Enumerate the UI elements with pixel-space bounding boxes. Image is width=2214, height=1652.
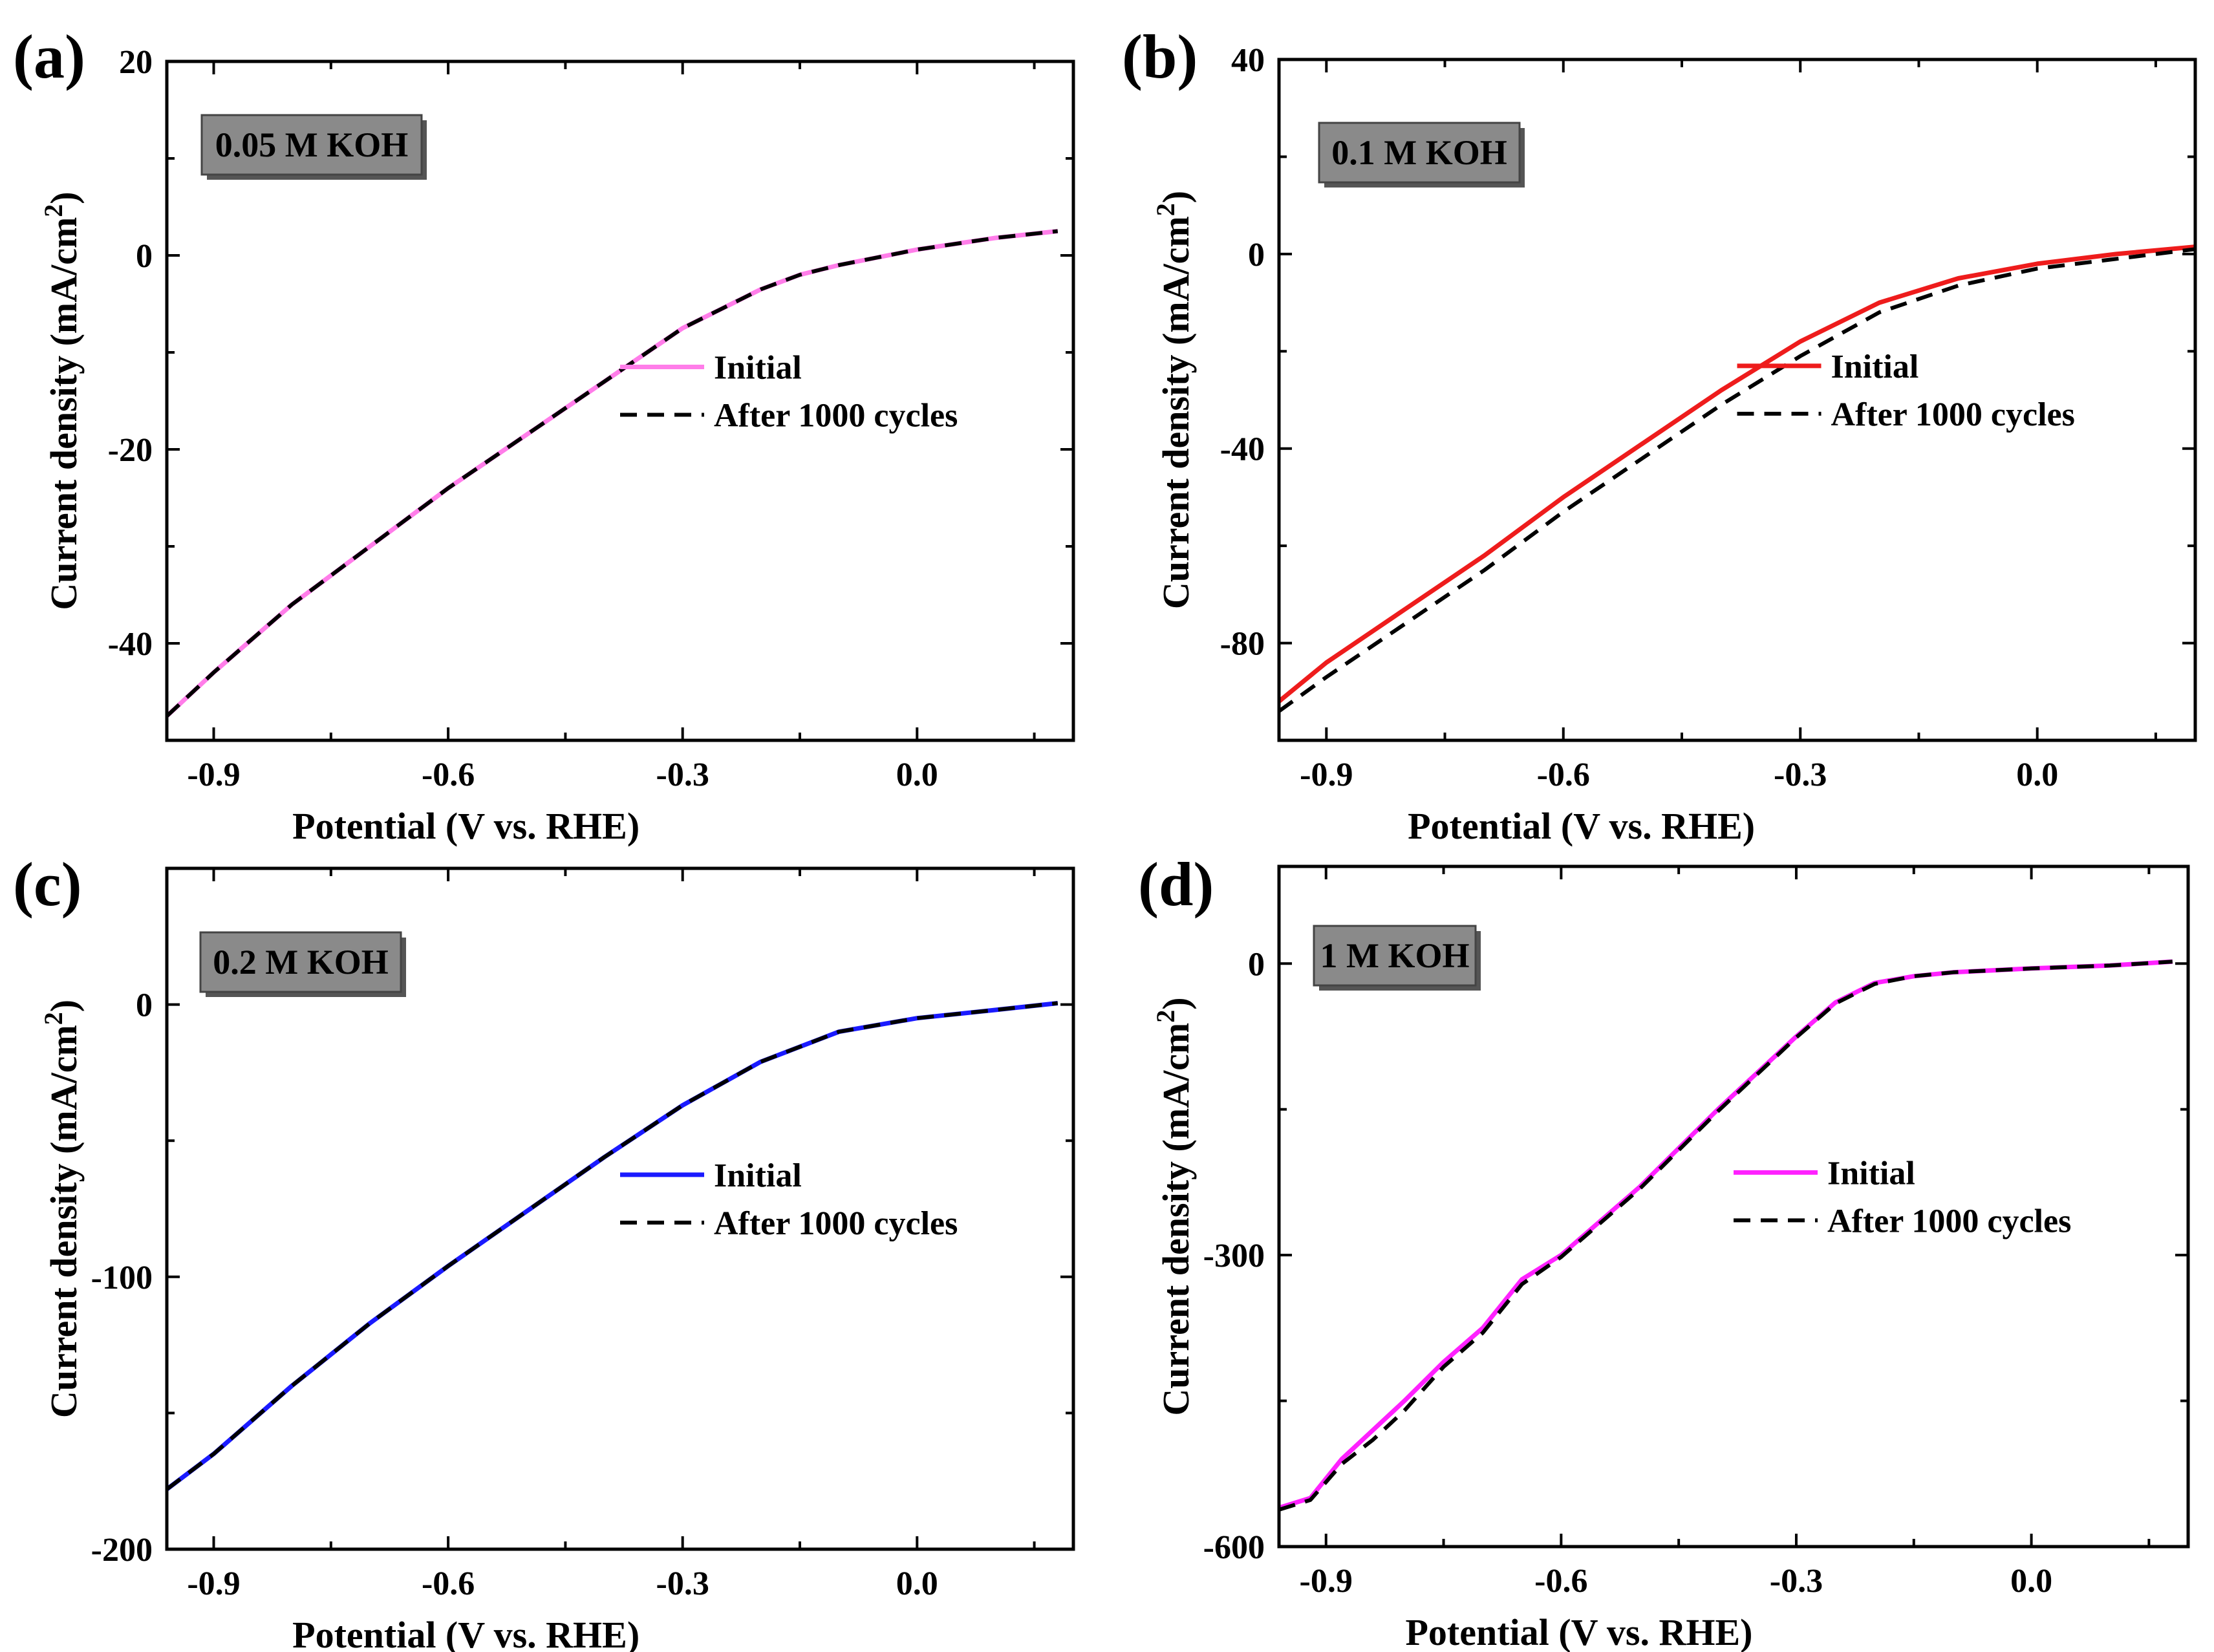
y-tick-label: 0 xyxy=(136,987,153,1024)
legend: Initial After 1000 cycles xyxy=(620,350,958,434)
legend-label: After 1000 cycles xyxy=(1827,1203,2071,1239)
plot-frame xyxy=(165,866,1075,1551)
y-axis-label-main: Current density (mA/cm xyxy=(43,1025,85,1418)
y-tick-label: 0 xyxy=(1248,237,1265,274)
series-line-after-1000-cycles xyxy=(167,1001,1059,1491)
x-tick-label: 0.0 xyxy=(896,756,938,793)
legend: Initial After 1000 cycles xyxy=(620,1157,958,1242)
y-tick-label: -20 xyxy=(108,432,153,469)
panel-label: (c) xyxy=(13,850,82,919)
y-tick-label: 0 xyxy=(1248,946,1265,983)
plot-frame xyxy=(1277,58,2197,742)
y-tick-label: -300 xyxy=(1203,1238,1265,1274)
legend-label: After 1000 cycles xyxy=(714,1205,958,1242)
x-tick-label: -0.9 xyxy=(1300,1563,1353,1600)
badge-label: 1 M KOH xyxy=(1320,936,1470,975)
y-axis-label-superscript: 2 xyxy=(39,204,68,217)
concentration-badge: 0.05 M KOH xyxy=(200,114,427,180)
y-tick-label: 20 xyxy=(119,44,153,81)
y-axis-label-superscript: 2 xyxy=(39,1012,68,1025)
legend-label: After 1000 cycles xyxy=(1831,396,2075,433)
legend-label: Initial xyxy=(714,1157,802,1194)
x-axis-label: Potential (V vs. RHE) xyxy=(292,805,639,847)
panel-label: (a) xyxy=(13,22,85,91)
series-line-initial xyxy=(167,1001,1059,1492)
series-line-initial xyxy=(167,229,1059,718)
y-axis-label-main: Current density (mA/cm xyxy=(1155,216,1197,609)
y-axis-label-superscript: 2 xyxy=(1151,1010,1180,1023)
plot-frame xyxy=(165,59,1075,742)
x-tick-label: 0.0 xyxy=(896,1565,938,1602)
x-tick-label: -0.9 xyxy=(187,1565,240,1602)
legend: Initial After 1000 cycles xyxy=(1734,1155,2071,1239)
y-axis-label-end: ) xyxy=(43,1000,85,1012)
y-axis-label-end: ) xyxy=(1155,997,1197,1009)
y-axis-label: Current density (mA/cm2) xyxy=(39,1000,85,1418)
legend-label: Initial xyxy=(714,350,802,387)
y-axis-label-main: Current density (mA/cm xyxy=(43,217,85,610)
legend-label: Initial xyxy=(1831,349,1919,385)
x-tick-label: -0.6 xyxy=(1537,756,1590,793)
panel-label: (b) xyxy=(1122,22,1198,91)
x-tick-label: -0.9 xyxy=(187,756,240,793)
chart-panel-0: -0.9 -0.6 -0.3 0.0 -40 -20 0 20 Potential (V vs.… xyxy=(13,22,1075,847)
x-axis-label: Potential (V vs. RHE) xyxy=(292,1614,639,1652)
x-tick-label: -0.3 xyxy=(656,756,709,793)
badge-label: 0.05 M KOH xyxy=(215,125,408,164)
y-axis-label-end: ) xyxy=(1155,191,1197,203)
y-tick-label: -100 xyxy=(91,1260,153,1296)
series-line-after-1000-cycles xyxy=(1279,960,2173,1512)
panel-label: (d) xyxy=(1138,850,1214,919)
legend-label: After 1000 cycles xyxy=(714,398,958,434)
x-tick-label: -0.9 xyxy=(1300,756,1353,793)
y-tick-label: 40 xyxy=(1231,42,1265,79)
y-axis-label-superscript: 2 xyxy=(1151,203,1180,216)
legend: Initial After 1000 cycles xyxy=(1737,349,2075,433)
concentration-badge: 0.2 M KOH xyxy=(199,931,406,997)
x-tick-label: -0.6 xyxy=(422,756,475,793)
y-tick-label: -80 xyxy=(1220,626,1265,663)
y-tick-label: -40 xyxy=(108,626,153,663)
plot-frame xyxy=(1277,864,2190,1549)
concentration-badge: 1 M KOH xyxy=(1313,925,1481,991)
x-tick-label: -0.6 xyxy=(1534,1563,1587,1600)
x-tick-label: -0.6 xyxy=(422,1565,475,1602)
series-line-after-1000-cycles xyxy=(1279,247,2195,713)
y-axis-label: Current density (mA/cm2) xyxy=(1151,997,1197,1415)
x-tick-label: -0.3 xyxy=(1770,1563,1823,1600)
badge-label: 0.1 M KOH xyxy=(1331,133,1507,172)
y-tick-label: -600 xyxy=(1203,1529,1265,1566)
y-axis-label-main: Current density (mA/cm xyxy=(1155,1023,1197,1416)
series-line-initial xyxy=(1279,244,2195,703)
x-tick-label: -0.3 xyxy=(656,1565,709,1602)
chart-panel-2: -0.9 -0.6 -0.3 0.0 -200 -100 0 Potential (V vs.… xyxy=(13,850,1075,1652)
x-tick-label: -0.3 xyxy=(1774,756,1827,793)
y-tick-label: -40 xyxy=(1220,431,1265,468)
chart-panel-3: -0.9 -0.6 -0.3 0.0 -600 -300 0 Potential (V vs.… xyxy=(1138,850,2190,1652)
y-axis-label-end: ) xyxy=(43,191,85,204)
concentration-badge: 0.1 M KOH xyxy=(1318,122,1525,188)
legend-label: Initial xyxy=(1827,1155,1915,1192)
series-line-after-1000-cycles xyxy=(167,229,1059,718)
x-axis-label: Potential (V vs. RHE) xyxy=(1405,1611,1752,1652)
y-axis-label: Current density (mA/cm2) xyxy=(39,191,85,610)
y-tick-label: 0 xyxy=(136,238,153,275)
chart-panel-1: -0.9 -0.6 -0.3 0.0 -80 -40 0 40 Potential (V vs.… xyxy=(1122,22,2197,847)
x-tick-label: 0.0 xyxy=(2016,756,2058,793)
x-tick-label: 0.0 xyxy=(2010,1563,2052,1600)
badge-label: 0.2 M KOH xyxy=(213,943,388,982)
y-tick-label: -200 xyxy=(91,1532,153,1569)
x-axis-label: Potential (V vs. RHE) xyxy=(1408,805,1755,847)
y-axis-label: Current density (mA/cm2) xyxy=(1151,191,1197,609)
